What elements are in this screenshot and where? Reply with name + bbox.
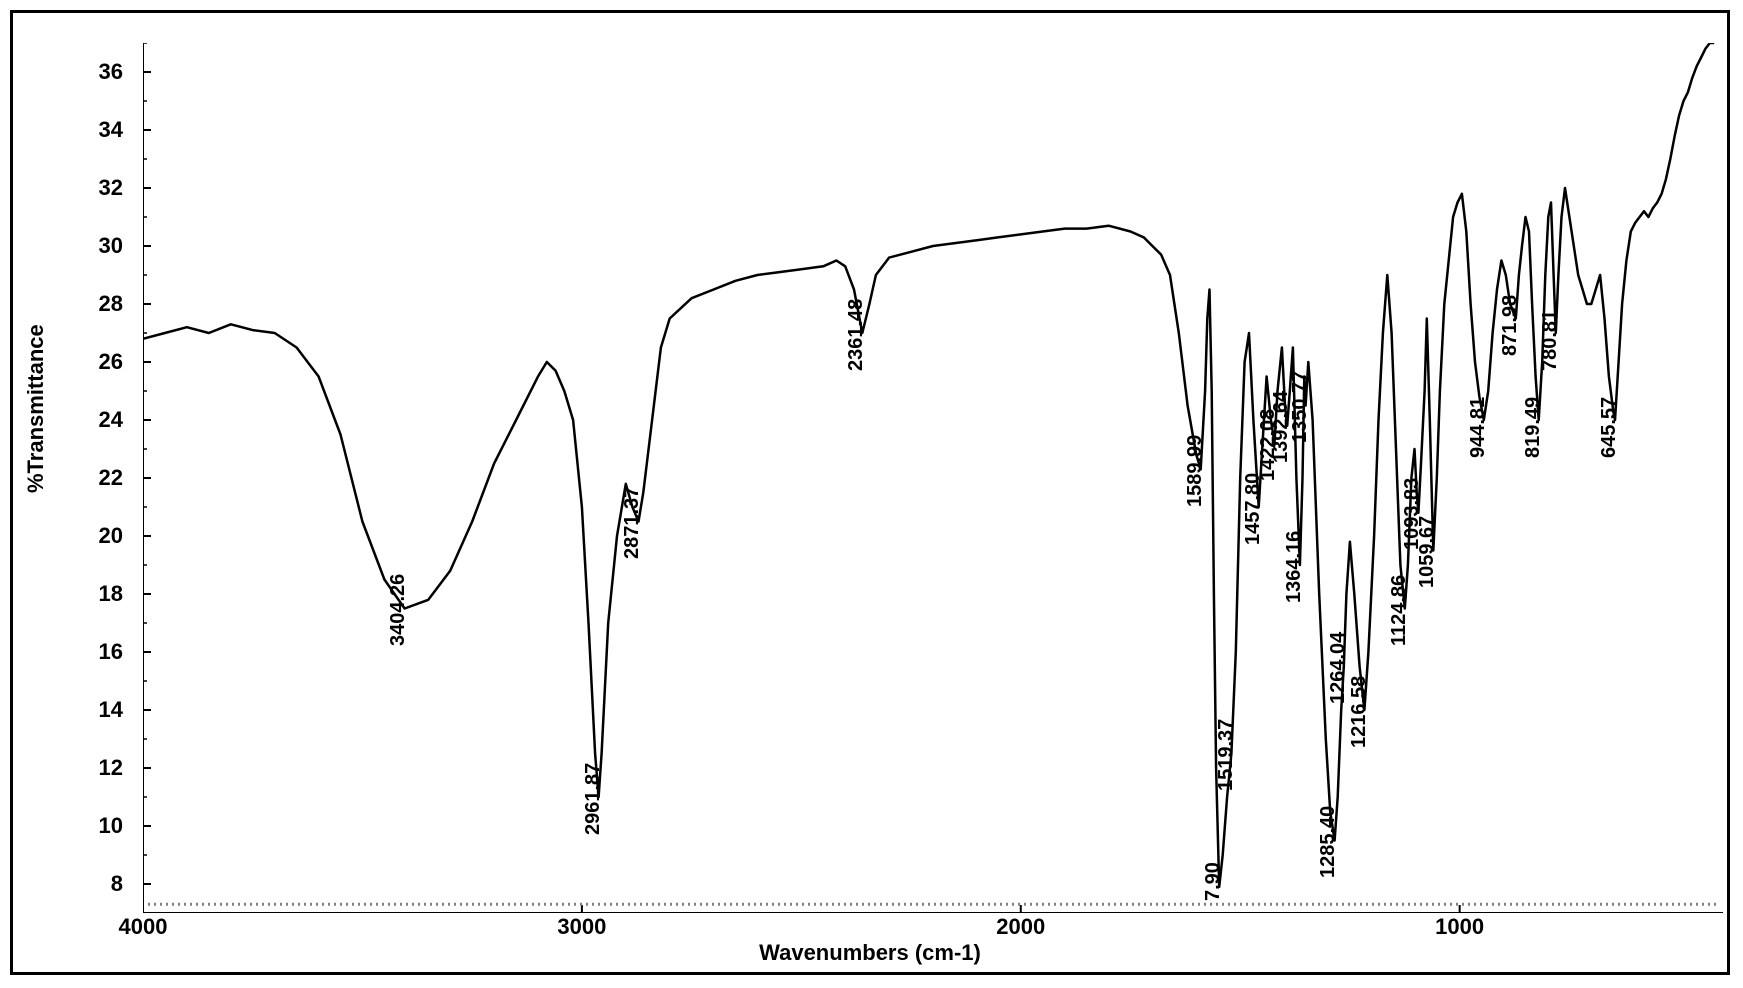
y-tick: 28 [83,291,123,317]
peak-label: 1124.86 [1388,575,1411,646]
y-tick: 22 [83,465,123,491]
peak-label: 1264.04 [1327,632,1350,704]
peak-label: 2871.37 [621,487,644,559]
y-tick: 12 [83,755,123,781]
peak-label: 2961.87 [582,762,605,834]
chart-frame: %Transmittance Wavenumbers (cm-1) 810121… [10,10,1730,975]
peak-label: 3404.26 [387,574,410,646]
x-tick: 3000 [557,914,606,940]
peak-label: 1285.40 [1317,806,1340,878]
y-tick: 20 [83,523,123,549]
peak-label: 819.49 [1522,396,1545,457]
peak-label: 780.81 [1539,309,1562,370]
x-tick: 1000 [1435,914,1484,940]
y-tick: 34 [83,117,123,143]
y-tick: 32 [83,175,123,201]
y-tick: 18 [83,581,123,607]
y-tick: 30 [83,233,123,259]
x-tick: 4000 [119,914,168,940]
y-tick: 14 [83,697,123,723]
peak-label: 1350.77 [1289,371,1312,443]
plot-area: 3404.26 2961.87 2871.37 2361.48 1589.99 1519.… [143,43,1723,913]
peak-label: 944.81 [1467,396,1490,457]
peak-label: 645.57 [1598,396,1621,457]
x-axis-label: Wavenumbers (cm-1) [759,940,981,966]
y-axis-label: %Transmittance [23,324,49,493]
peak-label: 1589.99 [1184,435,1207,507]
peak-label: 7.90 [1202,862,1225,901]
y-tick: 26 [83,349,123,375]
peak-label: 1457.80 [1242,472,1265,544]
y-tick: 8 [83,871,123,897]
x-tick: 2000 [996,914,1045,940]
peak-label: 871.98 [1499,295,1522,356]
peak-label: 1059.67 [1416,516,1439,588]
y-tick: 24 [83,407,123,433]
y-tick: 10 [83,813,123,839]
y-tick: 16 [83,639,123,665]
peak-label: 1216.58 [1348,675,1371,747]
peak-label: 1364.16 [1283,530,1306,602]
peak-label: 2361.48 [845,298,868,370]
peak-label: 1519.37 [1215,719,1238,791]
spectrum-line [143,43,1723,913]
y-tick: 36 [83,59,123,85]
